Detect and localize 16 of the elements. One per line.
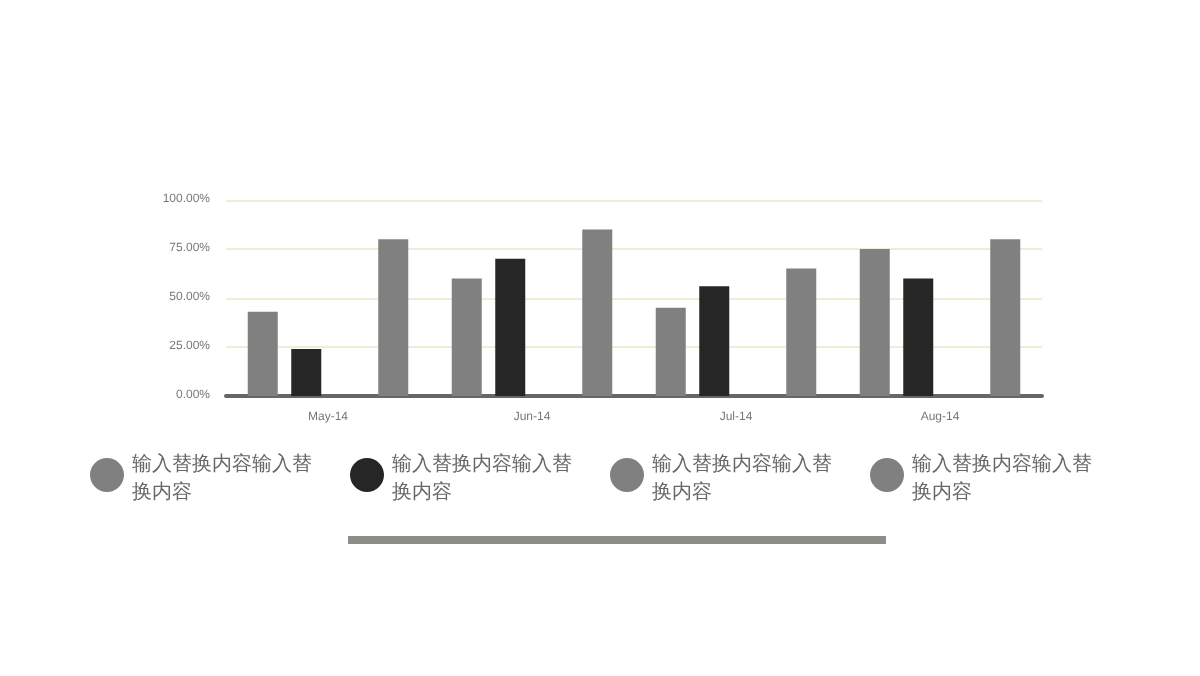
bar — [655, 307, 686, 396]
bar — [291, 348, 322, 396]
legend-label: 输入替换内容输入替换内容 — [912, 452, 1094, 508]
legend-label: 输入替换内容输入替换内容 — [652, 452, 834, 508]
legend-label: 输入替换内容输入替换内容 — [392, 452, 574, 508]
bar — [582, 229, 613, 396]
bar — [903, 278, 934, 396]
bar — [990, 239, 1021, 396]
bar — [859, 249, 890, 396]
legend-label: 输入替换内容输入替换内容 — [132, 452, 314, 508]
bar — [786, 268, 817, 396]
bar — [699, 286, 730, 396]
bar — [378, 239, 409, 396]
bar — [451, 278, 482, 396]
bar — [247, 311, 278, 396]
bar — [495, 258, 526, 396]
